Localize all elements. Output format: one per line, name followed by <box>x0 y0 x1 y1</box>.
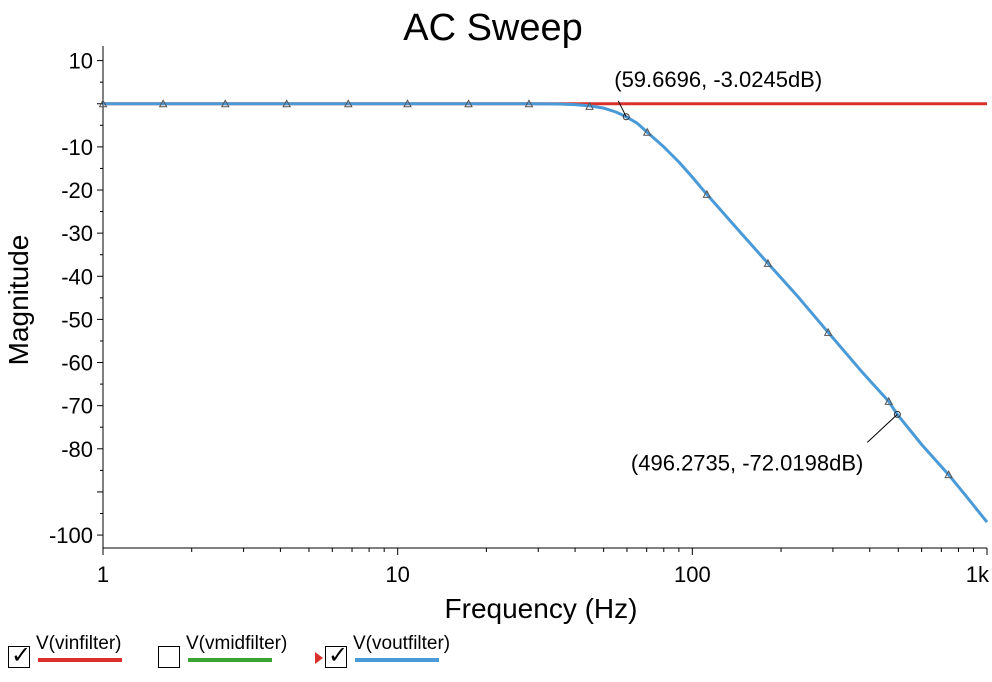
legend-swatch-vmidfilter <box>188 658 272 662</box>
data-point-marker <box>944 470 953 479</box>
y-tick-label: -60 <box>61 351 93 376</box>
data-point-marker <box>98 99 108 108</box>
y-tick-label: -30 <box>61 221 93 246</box>
annotation-label: (59.6696, -3.0245dB) <box>614 67 822 92</box>
cursor-point <box>622 113 630 121</box>
y-tick-label: -40 <box>61 264 93 289</box>
data-point-marker <box>823 327 833 336</box>
legend-item-vmidfilter[interactable]: V(vmidfilter) <box>158 630 308 670</box>
x-tick-label: 1 <box>97 562 109 587</box>
series-layer <box>103 102 989 524</box>
legend-swatch-vinfilter <box>38 658 122 662</box>
y-tick-label: -20 <box>61 178 93 203</box>
data-point-marker <box>585 101 594 110</box>
y-tick-label: -70 <box>61 394 93 419</box>
data-point-marker <box>343 99 353 108</box>
data-point-marker <box>403 99 412 108</box>
data-point-marker <box>884 396 894 405</box>
checkmark-icon: ✓ <box>328 641 349 669</box>
data-point-marker <box>464 99 473 108</box>
selected-series-marker-icon <box>315 652 323 664</box>
voutfilter-checkbox[interactable]: ✓ <box>325 641 349 669</box>
data-point-marker <box>642 127 652 136</box>
x-tick-label: 1k <box>966 562 990 587</box>
chart-title: AC Sweep <box>403 7 583 49</box>
legend-item-voutfilter[interactable]: ✓ V(voutfilter) <box>315 630 475 670</box>
y-tick-label: -50 <box>61 307 93 332</box>
annotation-label: (496.2735, -72.0198dB) <box>631 450 863 475</box>
annotation-layer: (59.6696, -3.0245dB) (496.2735, -72.0198d… <box>614 67 901 475</box>
y-tick-label: -100 <box>49 523 93 548</box>
annotation-leader <box>866 414 898 443</box>
data-point-marker <box>702 189 712 198</box>
legend-label-vinfilter: V(vinfilter) <box>36 633 122 654</box>
data-point-marker <box>158 99 168 108</box>
y-tick-label: 10 <box>69 49 93 74</box>
checkmark-icon: ✓ <box>11 641 32 669</box>
cursor-point <box>893 410 901 418</box>
annotation-leader <box>617 100 627 118</box>
vmidfilter-checkbox[interactable] <box>158 646 180 668</box>
y-tick-label: -80 <box>61 437 93 462</box>
data-point-marker <box>282 99 291 108</box>
data-point-marker <box>763 258 773 267</box>
legend-label-voutfilter: V(voutfilter) <box>353 633 451 654</box>
legend-label-vmidfilter: V(vmidfilter) <box>186 633 288 654</box>
series-vvoutfilter <box>103 102 989 524</box>
x-axis-label: Frequency (Hz) <box>445 593 638 624</box>
legend-item-vinfilter[interactable]: ✓ V(vinfilter) <box>8 630 138 670</box>
y-tick-label: -10 <box>61 135 93 160</box>
data-point-marker <box>524 99 534 108</box>
y-axis-label: Magnitude <box>3 235 34 366</box>
legend-swatch-voutfilter <box>355 658 439 662</box>
marker-layer <box>98 99 953 479</box>
vinfilter-checkbox[interactable]: ✓ <box>8 641 32 669</box>
x-tick-label: 100 <box>674 562 711 587</box>
data-point-marker <box>220 99 230 108</box>
x-tick-label: 10 <box>385 562 409 587</box>
